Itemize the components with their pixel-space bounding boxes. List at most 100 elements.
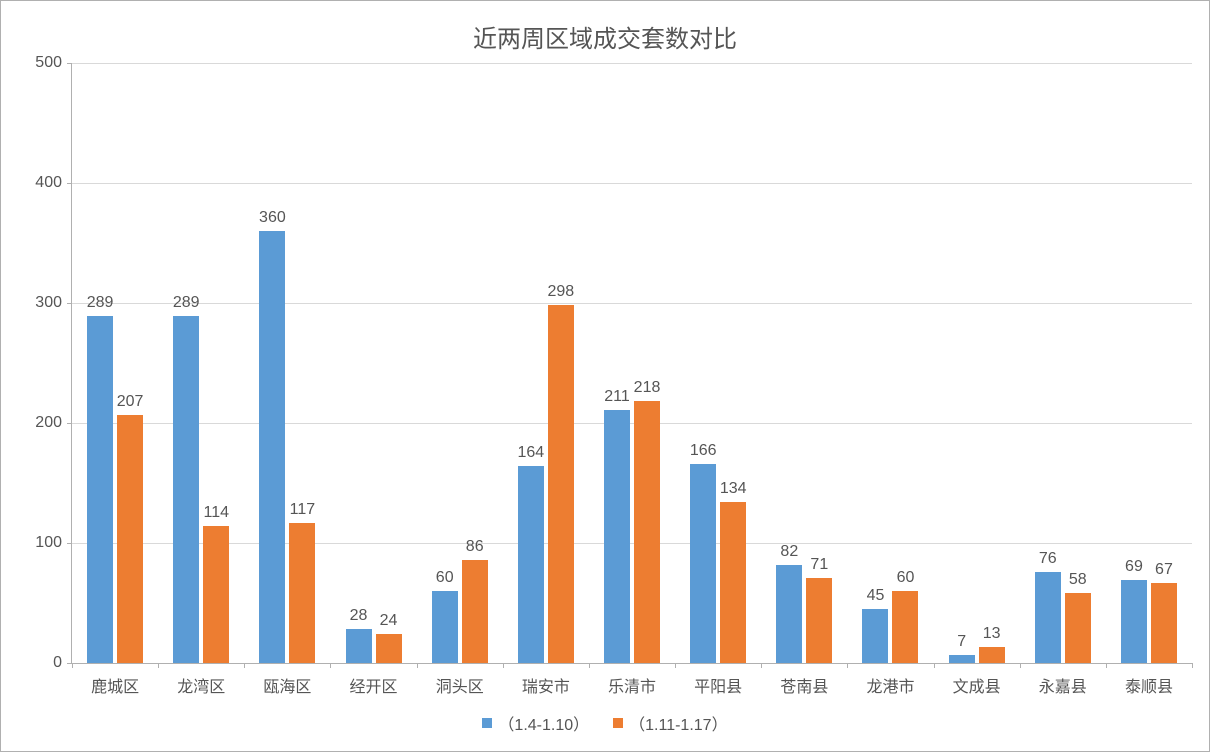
- x-tick-mark: [1020, 663, 1021, 668]
- category-group: 6086洞头区: [417, 63, 503, 663]
- bar-value-label: 86: [466, 538, 484, 556]
- legend-label-series-1: （1.4-1.10）: [498, 711, 589, 735]
- chart-container: 近两周区域成交套数对比 0100200300400500289207鹿城区289…: [0, 0, 1210, 752]
- bar-value-label: 60: [897, 569, 915, 587]
- bar-value-label: 166: [690, 442, 717, 460]
- chart-title: 近两周区域成交套数对比: [1, 19, 1209, 54]
- x-category-label: 经开区: [350, 673, 398, 697]
- bar: 13: [979, 647, 1005, 663]
- x-category-label: 瓯海区: [263, 673, 311, 697]
- bar-value-label: 134: [720, 480, 747, 498]
- bar-value-label: 76: [1039, 550, 1057, 568]
- plot-area: 0100200300400500289207鹿城区289114龙湾区360117…: [71, 63, 1192, 664]
- legend-item-series-1: （1.4-1.10）: [482, 711, 589, 735]
- bar: 58: [1065, 593, 1091, 663]
- x-tick-mark: [1192, 663, 1193, 668]
- legend-item-series-2: （1.11-1.17）: [613, 711, 727, 735]
- x-category-label: 平阳县: [694, 673, 742, 697]
- x-tick-mark: [72, 663, 73, 668]
- category-group: 289207鹿城区: [72, 63, 158, 663]
- category-group: 211218乐清市: [589, 63, 675, 663]
- bar: 60: [432, 591, 458, 663]
- bar: 164: [518, 466, 544, 663]
- category-group: 7658永嘉县: [1020, 63, 1106, 663]
- category-group: 713文成县: [934, 63, 1020, 663]
- x-tick-mark: [417, 663, 418, 668]
- bar-value-label: 289: [87, 294, 114, 312]
- y-tick-label: 300: [12, 294, 72, 312]
- bar: 67: [1151, 583, 1177, 663]
- legend-swatch-series-1: [482, 718, 492, 728]
- legend-swatch-series-2: [613, 718, 623, 728]
- x-category-label: 永嘉县: [1039, 673, 1087, 697]
- bar-value-label: 207: [117, 393, 144, 411]
- legend-label-series-2: （1.11-1.17）: [629, 711, 727, 735]
- x-category-label: 乐清市: [608, 673, 656, 697]
- bar: 86: [462, 560, 488, 663]
- bar-value-label: 114: [203, 504, 229, 522]
- legend: （1.4-1.10） （1.11-1.17）: [1, 711, 1209, 735]
- bars-layer: 289207鹿城区289114龙湾区360117瓯海区2824经开区6086洞头…: [72, 63, 1192, 663]
- bar: 117: [289, 523, 315, 663]
- bar-value-label: 82: [780, 543, 798, 561]
- bar: 114: [203, 526, 229, 663]
- bar: 60: [892, 591, 918, 663]
- category-group: 6967泰顺县: [1106, 63, 1192, 663]
- x-tick-mark: [589, 663, 590, 668]
- x-category-label: 龙港市: [866, 673, 914, 697]
- x-category-label: 洞头区: [436, 673, 484, 697]
- bar: 211: [604, 410, 630, 663]
- bar: 289: [173, 316, 199, 663]
- bar-value-label: 164: [518, 444, 545, 462]
- x-tick-mark: [158, 663, 159, 668]
- x-tick-mark: [675, 663, 676, 668]
- bar: 134: [720, 502, 746, 663]
- bar: 207: [117, 415, 143, 663]
- bar-value-label: 360: [259, 209, 286, 227]
- bar: 24: [376, 634, 402, 663]
- category-group: 8271苍南县: [761, 63, 847, 663]
- bar-value-label: 69: [1125, 558, 1143, 576]
- bar: 82: [776, 565, 802, 663]
- bar: 298: [548, 305, 574, 663]
- x-category-label: 泰顺县: [1125, 673, 1173, 697]
- category-group: 4560龙港市: [847, 63, 933, 663]
- bar-value-label: 58: [1069, 571, 1087, 589]
- x-category-label: 龙湾区: [177, 673, 225, 697]
- category-group: 360117瓯海区: [244, 63, 330, 663]
- bar: 76: [1035, 572, 1061, 663]
- bar: 166: [690, 464, 716, 663]
- category-group: 164298瑞安市: [503, 63, 589, 663]
- bar-value-label: 71: [810, 556, 828, 574]
- y-tick-label: 100: [12, 534, 72, 552]
- y-tick-label: 500: [12, 54, 72, 72]
- x-tick-mark: [761, 663, 762, 668]
- y-tick-label: 0: [12, 654, 72, 672]
- bar-value-label: 218: [634, 379, 661, 397]
- bar-value-label: 7: [957, 633, 966, 651]
- bar-value-label: 117: [290, 501, 316, 519]
- x-tick-mark: [503, 663, 504, 668]
- bar: 45: [862, 609, 888, 663]
- bar-value-label: 13: [983, 625, 1001, 643]
- category-group: 2824经开区: [330, 63, 416, 663]
- x-tick-mark: [330, 663, 331, 668]
- x-category-label: 文成县: [953, 673, 1001, 697]
- y-tick-label: 400: [12, 174, 72, 192]
- x-tick-mark: [244, 663, 245, 668]
- x-category-label: 苍南县: [780, 673, 828, 697]
- bar-value-label: 289: [173, 294, 200, 312]
- bar-value-label: 60: [436, 569, 454, 587]
- bar: 218: [634, 401, 660, 663]
- x-category-label: 鹿城区: [91, 673, 139, 697]
- bar-value-label: 28: [350, 607, 368, 625]
- bar-value-label: 24: [380, 612, 398, 630]
- bar-value-label: 67: [1155, 561, 1173, 579]
- bar: 360: [259, 231, 285, 663]
- bar: 7: [949, 655, 975, 663]
- x-tick-mark: [847, 663, 848, 668]
- bar: 69: [1121, 580, 1147, 663]
- bar: 71: [806, 578, 832, 663]
- bar: 28: [346, 629, 372, 663]
- x-tick-mark: [934, 663, 935, 668]
